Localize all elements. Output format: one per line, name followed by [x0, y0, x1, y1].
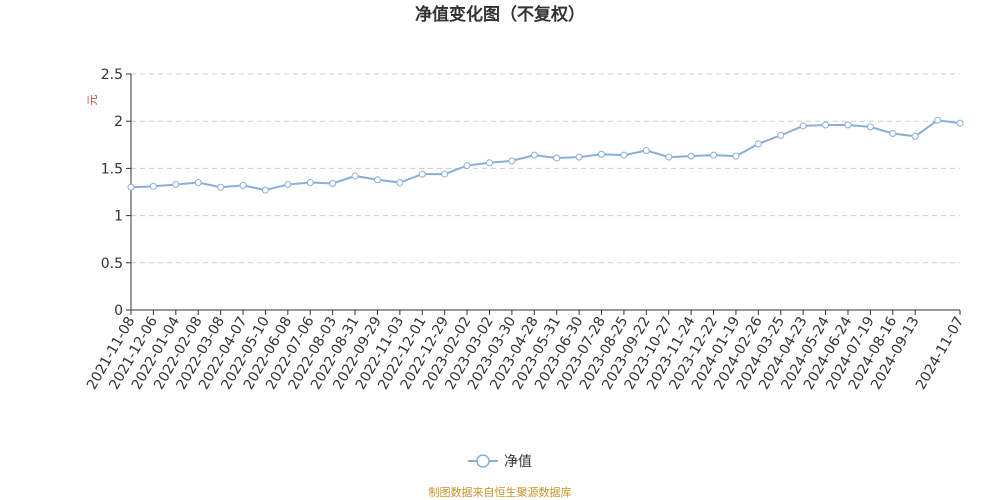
- point: [911, 132, 919, 140]
- point: [396, 179, 404, 187]
- point: [934, 116, 942, 124]
- point: [284, 180, 292, 188]
- point: [866, 123, 874, 131]
- point: [844, 121, 852, 129]
- y-tick-label: 1.5: [101, 161, 123, 177]
- source-note: 制图数据来自恒生聚源数据库: [429, 485, 572, 499]
- y-tick-label: 2.5: [101, 67, 123, 83]
- point: [530, 151, 538, 159]
- legend-marker: [476, 454, 490, 468]
- point: [441, 170, 449, 178]
- point: [710, 151, 718, 159]
- y-tick-label: 0: [114, 303, 123, 319]
- point: [463, 162, 471, 170]
- point: [889, 129, 897, 137]
- point: [575, 153, 583, 161]
- point: [732, 152, 740, 160]
- legend-label: 净值: [504, 454, 532, 470]
- point: [239, 181, 247, 189]
- y-tick-label: 0.5: [101, 256, 123, 272]
- point: [620, 151, 628, 159]
- point: [351, 172, 359, 180]
- point: [217, 183, 225, 191]
- point: [956, 119, 964, 127]
- point: [306, 179, 314, 187]
- point: [642, 146, 650, 154]
- point: [329, 180, 337, 188]
- y-tick-label: 1: [114, 209, 123, 225]
- point: [508, 157, 516, 165]
- point: [754, 140, 762, 148]
- chart-title: 净值变化图（不复权）: [415, 4, 585, 25]
- point: [485, 159, 493, 167]
- line: [130, 119, 961, 192]
- y-tick-label: 2: [114, 114, 123, 130]
- point: [418, 170, 426, 178]
- point: [149, 182, 157, 190]
- point: [261, 186, 269, 194]
- point: [172, 180, 180, 188]
- y-axis-label: 元: [86, 95, 99, 106]
- point: [194, 179, 202, 187]
- x-tick-label: 2024-11-07: [913, 314, 968, 392]
- point: [598, 150, 606, 158]
- point: [777, 131, 785, 139]
- point: [127, 183, 135, 191]
- point: [687, 152, 695, 160]
- point: [799, 122, 807, 130]
- point: [373, 176, 381, 184]
- point: [553, 154, 561, 162]
- point: [665, 153, 673, 161]
- point: [822, 121, 830, 129]
